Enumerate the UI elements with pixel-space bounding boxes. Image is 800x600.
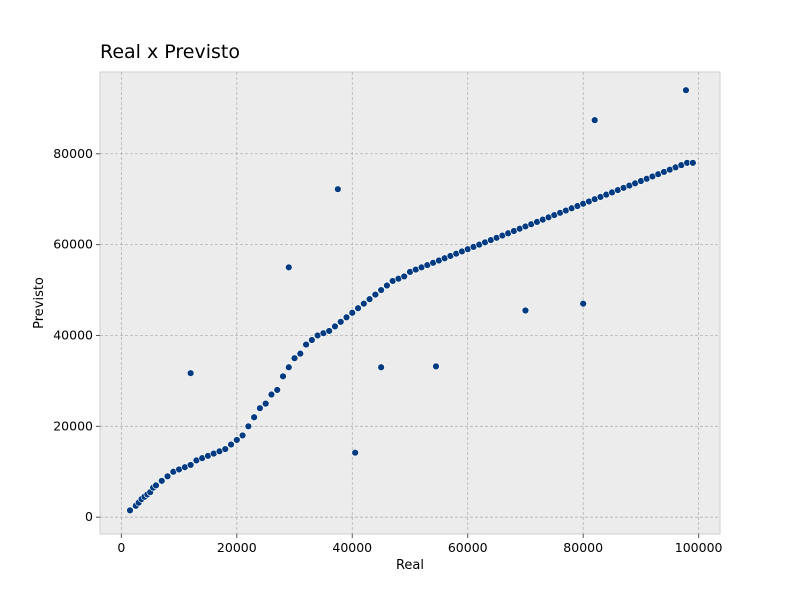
y-tick-label: 20000 bbox=[53, 418, 93, 433]
scatter-point bbox=[158, 477, 166, 485]
y-axis-label: Previsto bbox=[32, 277, 47, 329]
scatter-point bbox=[256, 404, 264, 412]
x-tick-label: 20000 bbox=[217, 540, 257, 555]
scatter-point bbox=[186, 369, 195, 377]
scatter-point bbox=[267, 390, 276, 399]
scatter-point bbox=[221, 445, 229, 453]
scatter-point bbox=[365, 295, 374, 303]
scatter-point bbox=[383, 281, 391, 290]
scatter-point bbox=[334, 185, 342, 193]
scatter-point bbox=[331, 322, 339, 331]
x-tick-label: 0 bbox=[117, 540, 125, 555]
scatter-point bbox=[348, 309, 356, 317]
scatter-point bbox=[337, 318, 345, 326]
scatter-point bbox=[244, 422, 253, 431]
scatter-point bbox=[591, 116, 599, 124]
x-tick-label: 60000 bbox=[448, 540, 488, 555]
scatter-point bbox=[400, 272, 408, 281]
y-tick-label: 80000 bbox=[53, 146, 93, 161]
scatter-point bbox=[371, 290, 380, 299]
grid-lines bbox=[100, 72, 720, 534]
y-tick-label: 60000 bbox=[53, 237, 93, 252]
x-axis-label: Real bbox=[396, 558, 424, 573]
axis-ticks: 0 20000 40000 60000 80000 100000 0 20000 40000 60… bbox=[53, 146, 722, 555]
scatter-point bbox=[186, 461, 195, 469]
scatter-point bbox=[308, 336, 316, 344]
y-tick-label: 0 bbox=[85, 509, 93, 524]
scatter-point bbox=[261, 399, 270, 408]
x-tick-label: 100000 bbox=[675, 540, 723, 555]
scatter-point bbox=[325, 327, 333, 335]
scatter-point bbox=[279, 372, 287, 381]
scatter-point bbox=[432, 362, 440, 371]
scatter-point bbox=[227, 440, 235, 449]
scatter-point bbox=[689, 159, 697, 167]
scatter-point bbox=[273, 386, 281, 394]
scatter-points bbox=[126, 86, 697, 515]
scatter-point bbox=[682, 86, 690, 94]
y-tick-label: 40000 bbox=[53, 327, 93, 342]
scatter-point bbox=[126, 506, 134, 515]
x-tick-label: 80000 bbox=[563, 540, 603, 555]
scatter-point bbox=[579, 299, 587, 308]
scatter-point bbox=[285, 263, 293, 272]
scatter-point bbox=[238, 431, 247, 440]
scatter-point bbox=[521, 306, 530, 315]
scatter-point bbox=[152, 481, 160, 490]
scatter-point bbox=[342, 313, 351, 322]
scatter-point bbox=[296, 349, 305, 358]
scatter-point bbox=[302, 340, 310, 349]
x-tick-label: 40000 bbox=[332, 540, 372, 555]
scatter-point bbox=[163, 472, 172, 481]
chart-title: Real x Previsto bbox=[100, 41, 240, 63]
scatter-point bbox=[351, 448, 359, 457]
scatter-point bbox=[285, 363, 293, 371]
scatter-point bbox=[360, 299, 368, 308]
scatter-point bbox=[354, 304, 362, 312]
scatter-point bbox=[377, 286, 385, 294]
scatter-point bbox=[233, 436, 241, 444]
scatter-point bbox=[290, 354, 299, 362]
scatter-point bbox=[377, 363, 385, 371]
scatter-point bbox=[250, 413, 258, 421]
